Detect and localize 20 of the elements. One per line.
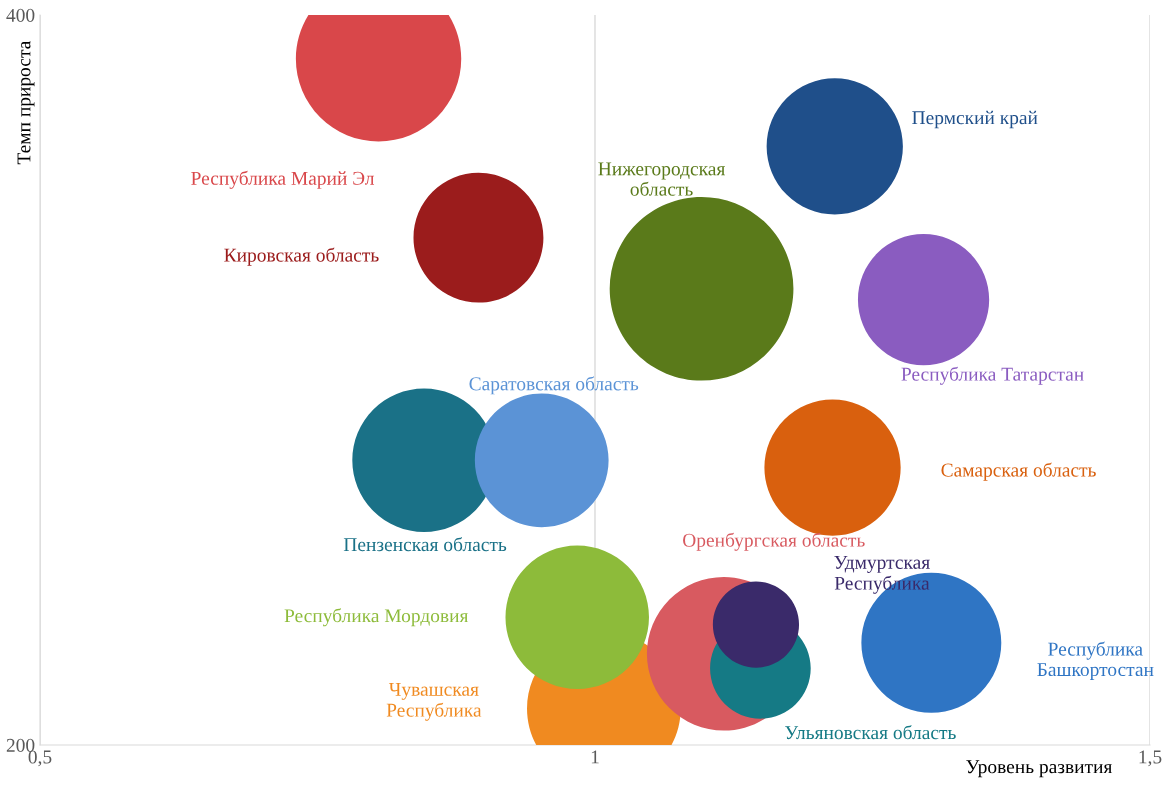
text: Самарская область <box>941 462 1096 481</box>
series-label: Кировская область <box>224 247 379 266</box>
x-tick-label: 1 <box>591 750 599 764</box>
x-tick-label: 0,5 <box>28 750 52 767</box>
x-axis-title: Уровень развития <box>966 760 1113 778</box>
series-label: Оренбургская область <box>683 532 865 551</box>
x-tick-label: 1,5 <box>1139 750 1162 767</box>
series-label: Ульяновская область <box>785 725 956 740</box>
series-label: Саратовская область <box>469 376 639 395</box>
series-label: Республика Мордовия <box>284 608 469 627</box>
text: Чувашская Республика <box>386 682 482 721</box>
series-label: Нижегородская область <box>598 162 725 196</box>
series-label: Республика Башкортостан <box>1037 641 1154 681</box>
series-label: Республика Марий Эл <box>191 170 375 189</box>
series-label: Пермский край <box>912 110 1038 129</box>
y-axis-title: Темп прироста <box>17 40 35 165</box>
series-label: Республика Татарстан <box>901 366 1084 385</box>
series-label: Пензенская область <box>343 537 507 552</box>
y-tick-label: 400 <box>6 8 35 22</box>
y-tick-label: 200 <box>6 738 35 752</box>
